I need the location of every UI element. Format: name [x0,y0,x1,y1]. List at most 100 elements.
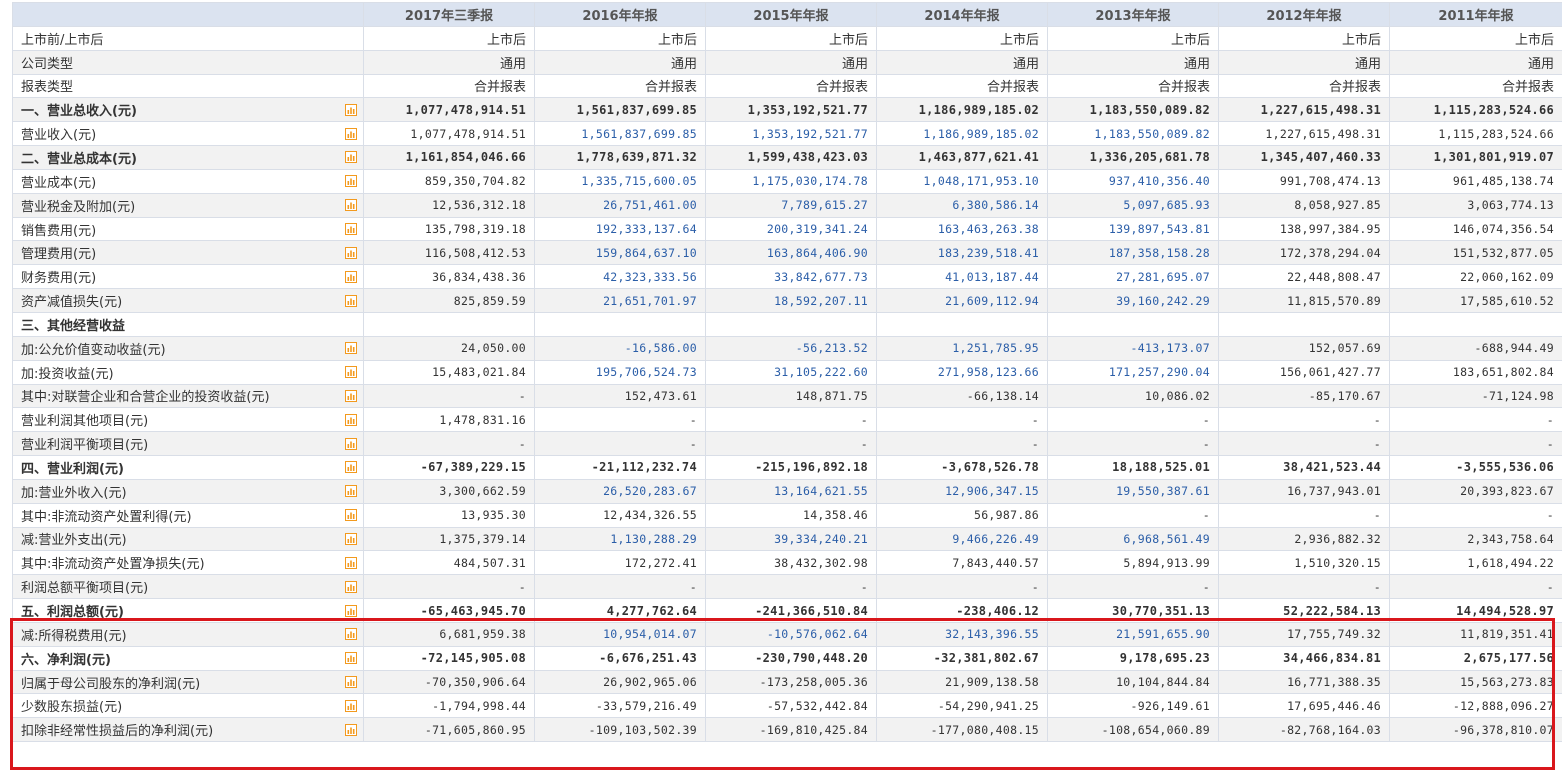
period-header[interactable]: 2016年年报 [534,2,706,27]
value-cell[interactable]: 163,864,406.90 [705,240,877,266]
value-cell[interactable]: -16,586.00 [534,335,706,361]
value-cell[interactable]: 1,251,785.95 [876,335,1048,361]
bar-chart-icon[interactable] [345,580,357,593]
bar-chart-icon[interactable] [345,103,357,116]
value-cell[interactable]: 1,183,550,089.82 [1047,121,1219,147]
value-cell[interactable]: 26,520,283.67 [534,478,706,504]
value-cell[interactable]: 9,466,226.49 [876,526,1048,552]
value-cell[interactable]: 5,097,685.93 [1047,192,1219,218]
value-cell[interactable]: 1,561,837,699.85 [534,121,706,147]
value-cell[interactable]: 31,105,222.60 [705,359,877,385]
value-cell[interactable]: 12,906,347.15 [876,478,1048,504]
period-header[interactable]: 2012年年报 [1218,2,1390,27]
bar-chart-icon[interactable] [345,699,357,712]
row-label: 其中:对联营企业和合营企业的投资收益(元) [12,383,364,409]
value-cell[interactable]: 27,281,695.07 [1047,264,1219,290]
value-cell[interactable]: 21,651,701.97 [534,288,706,313]
value-cell[interactable]: 32,143,396.55 [876,621,1048,647]
bar-chart-icon[interactable] [345,652,357,665]
row-label: 其中:非流动资产处置净损失(元) [12,550,364,576]
value-cell: 1,561,837,699.85 [534,97,706,123]
value-cell[interactable]: 271,958,123.66 [876,359,1048,385]
value-cell[interactable]: 42,323,333.56 [534,264,706,290]
value-cell[interactable]: 937,410,356.40 [1047,168,1219,194]
period-header[interactable]: 2017年三季报 [363,2,535,27]
value-cell[interactable]: 39,334,240.21 [705,526,877,552]
value-cell[interactable]: 183,239,518.41 [876,240,1048,266]
value-cell[interactable]: 1,175,030,174.78 [705,168,877,194]
value-cell[interactable]: 19,550,387.61 [1047,478,1219,504]
bar-chart-icon[interactable] [345,604,357,617]
bar-chart-icon[interactable] [345,723,357,736]
bar-chart-icon[interactable] [345,151,357,164]
value-cell[interactable]: -10,576,062.64 [705,621,877,647]
value-cell[interactable]: 192,333,137.64 [534,216,706,242]
table-row: 归属于母公司股东的净利润(元) -70,350,906.64 26,902,965.… [12,669,1562,695]
bar-chart-icon[interactable] [345,461,357,474]
value-cell[interactable]: 195,706,524.73 [534,359,706,385]
period-header[interactable]: 2011年年报 [1389,2,1562,27]
value-cell[interactable]: 1,048,171,953.10 [876,168,1048,194]
value-cell[interactable]: 7,789,615.27 [705,192,877,218]
bar-chart-icon[interactable] [345,127,357,140]
value-cell[interactable]: 139,897,543.81 [1047,216,1219,242]
value-cell[interactable]: 1,130,288.29 [534,526,706,552]
value-cell: -109,103,502.39 [534,717,706,743]
bar-chart-icon[interactable] [345,485,357,498]
value-cell[interactable]: 1,186,989,185.02 [876,121,1048,147]
value-cell[interactable]: -56,213.52 [705,335,877,361]
value-cell: 1,077,478,914.51 [363,97,535,123]
bar-chart-icon[interactable] [345,366,357,379]
value-cell: 上市后 [534,25,706,51]
value-cell: -1,794,998.44 [363,693,535,719]
value-cell[interactable]: 163,463,263.38 [876,216,1048,242]
bar-chart-icon[interactable] [345,509,357,522]
row-label-text: 营业成本(元) [21,175,97,191]
value-cell: 10,086.02 [1047,383,1219,409]
bar-chart-icon[interactable] [345,676,357,689]
value-cell: 30,770,351.13 [1047,598,1219,623]
bar-chart-icon[interactable] [345,413,357,426]
value-cell[interactable]: 39,160,242.29 [1047,288,1219,313]
bar-chart-icon[interactable] [345,556,357,569]
value-cell[interactable]: 171,257,290.04 [1047,359,1219,385]
value-cell: 991,708,474.13 [1218,168,1390,194]
value-cell[interactable]: 10,954,014.07 [534,621,706,647]
row-label-text: 三、其他经营收益 [21,318,126,334]
value-cell: -230,790,448.20 [705,645,877,671]
value-cell: 116,508,412.53 [363,240,535,266]
period-header[interactable]: 2015年年报 [705,2,877,27]
value-cell[interactable]: 21,609,112.94 [876,288,1048,313]
bar-chart-icon[interactable] [345,175,357,188]
value-cell[interactable]: -413,173.07 [1047,335,1219,361]
bar-chart-icon[interactable] [345,437,357,450]
bar-chart-icon[interactable] [345,294,357,307]
value-cell[interactable]: 21,591,655.90 [1047,621,1219,647]
value-cell[interactable]: 33,842,677.73 [705,264,877,290]
bar-chart-icon[interactable] [345,223,357,236]
bar-chart-icon[interactable] [345,342,357,355]
value-cell: 38,432,302.98 [705,550,877,576]
row-label-text: 营业利润其他项目(元) [21,414,149,430]
period-header[interactable]: 2014年年报 [876,2,1048,27]
row-label-text: 管理费用(元) [21,247,97,263]
bar-chart-icon[interactable] [345,246,357,259]
value-cell[interactable]: 18,592,207.11 [705,288,877,313]
value-cell[interactable]: 159,864,637.10 [534,240,706,266]
bar-chart-icon[interactable] [345,389,357,402]
value-cell[interactable]: 1,353,192,521.77 [705,121,877,147]
bar-chart-icon[interactable] [345,270,357,283]
value-cell[interactable]: 13,164,621.55 [705,478,877,504]
value-cell[interactable]: 26,751,461.00 [534,192,706,218]
value-cell[interactable]: 6,968,561.49 [1047,526,1219,552]
period-header[interactable]: 2013年年报 [1047,2,1219,27]
value-cell[interactable]: 41,013,187.44 [876,264,1048,290]
bar-chart-icon[interactable] [345,628,357,641]
value-cell[interactable]: 200,319,341.24 [705,216,877,242]
bar-chart-icon[interactable] [345,199,357,212]
bar-chart-icon[interactable] [345,532,357,545]
value-cell[interactable]: 1,335,715,600.05 [534,168,706,194]
value-cell[interactable]: 6,380,586.14 [876,192,1048,218]
value-cell[interactable]: 187,358,158.28 [1047,240,1219,266]
value-cell: -177,080,408.15 [876,717,1048,743]
